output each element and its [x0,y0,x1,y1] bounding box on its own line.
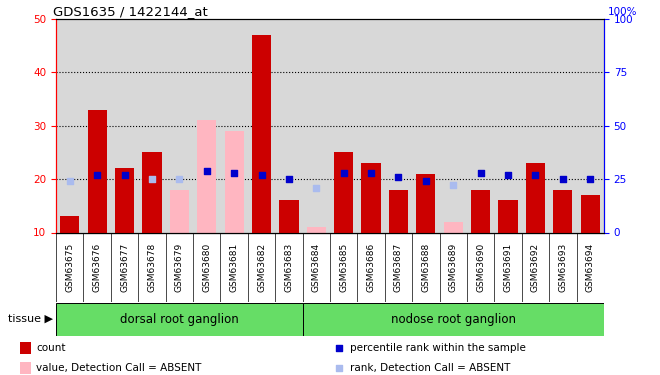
Bar [467,19,494,232]
Point [420,178,431,184]
Bar [494,19,521,232]
Text: GSM63679: GSM63679 [175,243,184,292]
Text: GSM63685: GSM63685 [339,243,348,292]
Bar [412,19,440,232]
Point [585,176,595,182]
Text: dorsal root ganglion: dorsal root ganglion [120,313,239,326]
Text: GSM63680: GSM63680 [202,243,211,292]
Text: count: count [36,343,65,353]
Text: GSM63688: GSM63688 [421,243,430,292]
Bar [83,19,111,232]
Text: GSM63693: GSM63693 [558,243,568,292]
Text: percentile rank within the sample: percentile rank within the sample [350,343,525,353]
Bar [111,19,138,232]
Bar [471,190,490,232]
Bar [248,19,275,232]
Bar [521,19,549,232]
Text: GSM63676: GSM63676 [92,243,102,292]
Text: GSM63687: GSM63687 [394,243,403,292]
Bar [138,19,166,232]
Bar [302,303,604,336]
Bar [252,35,271,232]
Bar [526,163,545,232]
Bar [20,362,32,374]
Bar [20,342,32,354]
Bar [279,200,298,232]
Point [475,170,486,176]
Bar [193,19,220,232]
Text: GSM63694: GSM63694 [585,243,595,292]
Point [503,172,513,178]
Bar [220,19,248,232]
Point [311,184,321,190]
Text: GSM63692: GSM63692 [531,243,540,292]
Point [174,176,185,182]
Point [558,176,568,182]
Bar [581,195,600,232]
Point [119,172,130,178]
Bar [416,174,436,232]
Text: GSM63691: GSM63691 [504,243,513,292]
Text: nodose root ganglion: nodose root ganglion [391,313,515,326]
Bar [358,19,385,232]
Point [65,178,75,184]
Point [229,170,240,176]
Text: GSM63678: GSM63678 [147,243,156,292]
Text: GSM63683: GSM63683 [284,243,294,292]
Bar [577,19,604,232]
Bar [166,19,193,232]
Bar [498,200,517,232]
Point [393,174,404,180]
Bar [197,120,216,232]
Bar [170,190,189,232]
Text: GSM63675: GSM63675 [65,243,75,292]
Point [530,172,541,178]
Point [448,183,459,189]
Bar [224,131,244,232]
Bar [362,163,381,232]
Bar [440,19,467,232]
Point [339,170,349,176]
Bar [60,216,79,232]
Bar [143,152,162,232]
Bar [553,190,572,232]
Text: GSM63690: GSM63690 [476,243,485,292]
Text: GSM63677: GSM63677 [120,243,129,292]
Text: GSM63689: GSM63689 [449,243,458,292]
Text: GSM63684: GSM63684 [312,243,321,292]
Bar [334,152,353,232]
Bar [330,19,358,232]
Bar [307,227,326,232]
Point [366,170,376,176]
Point [201,168,212,174]
Bar [275,19,302,232]
Text: tissue ▶: tissue ▶ [9,314,53,324]
Point [284,176,294,182]
Bar [389,190,408,232]
Text: GSM63682: GSM63682 [257,243,266,292]
Bar [385,19,412,232]
Text: rank, Detection Call = ABSENT: rank, Detection Call = ABSENT [350,363,510,373]
Point [147,176,157,182]
Point [92,172,102,178]
Text: 100%: 100% [608,8,638,17]
Bar [549,19,577,232]
Bar [56,19,83,232]
Text: GSM63686: GSM63686 [366,243,376,292]
Text: GSM63681: GSM63681 [230,243,239,292]
Bar [444,222,463,232]
Text: value, Detection Call = ABSENT: value, Detection Call = ABSENT [36,363,201,373]
Point [256,172,267,178]
Bar [56,303,302,336]
Text: GDS1635 / 1422144_at: GDS1635 / 1422144_at [53,4,208,18]
Bar [88,110,107,232]
Bar [115,168,134,232]
Bar [302,19,330,232]
